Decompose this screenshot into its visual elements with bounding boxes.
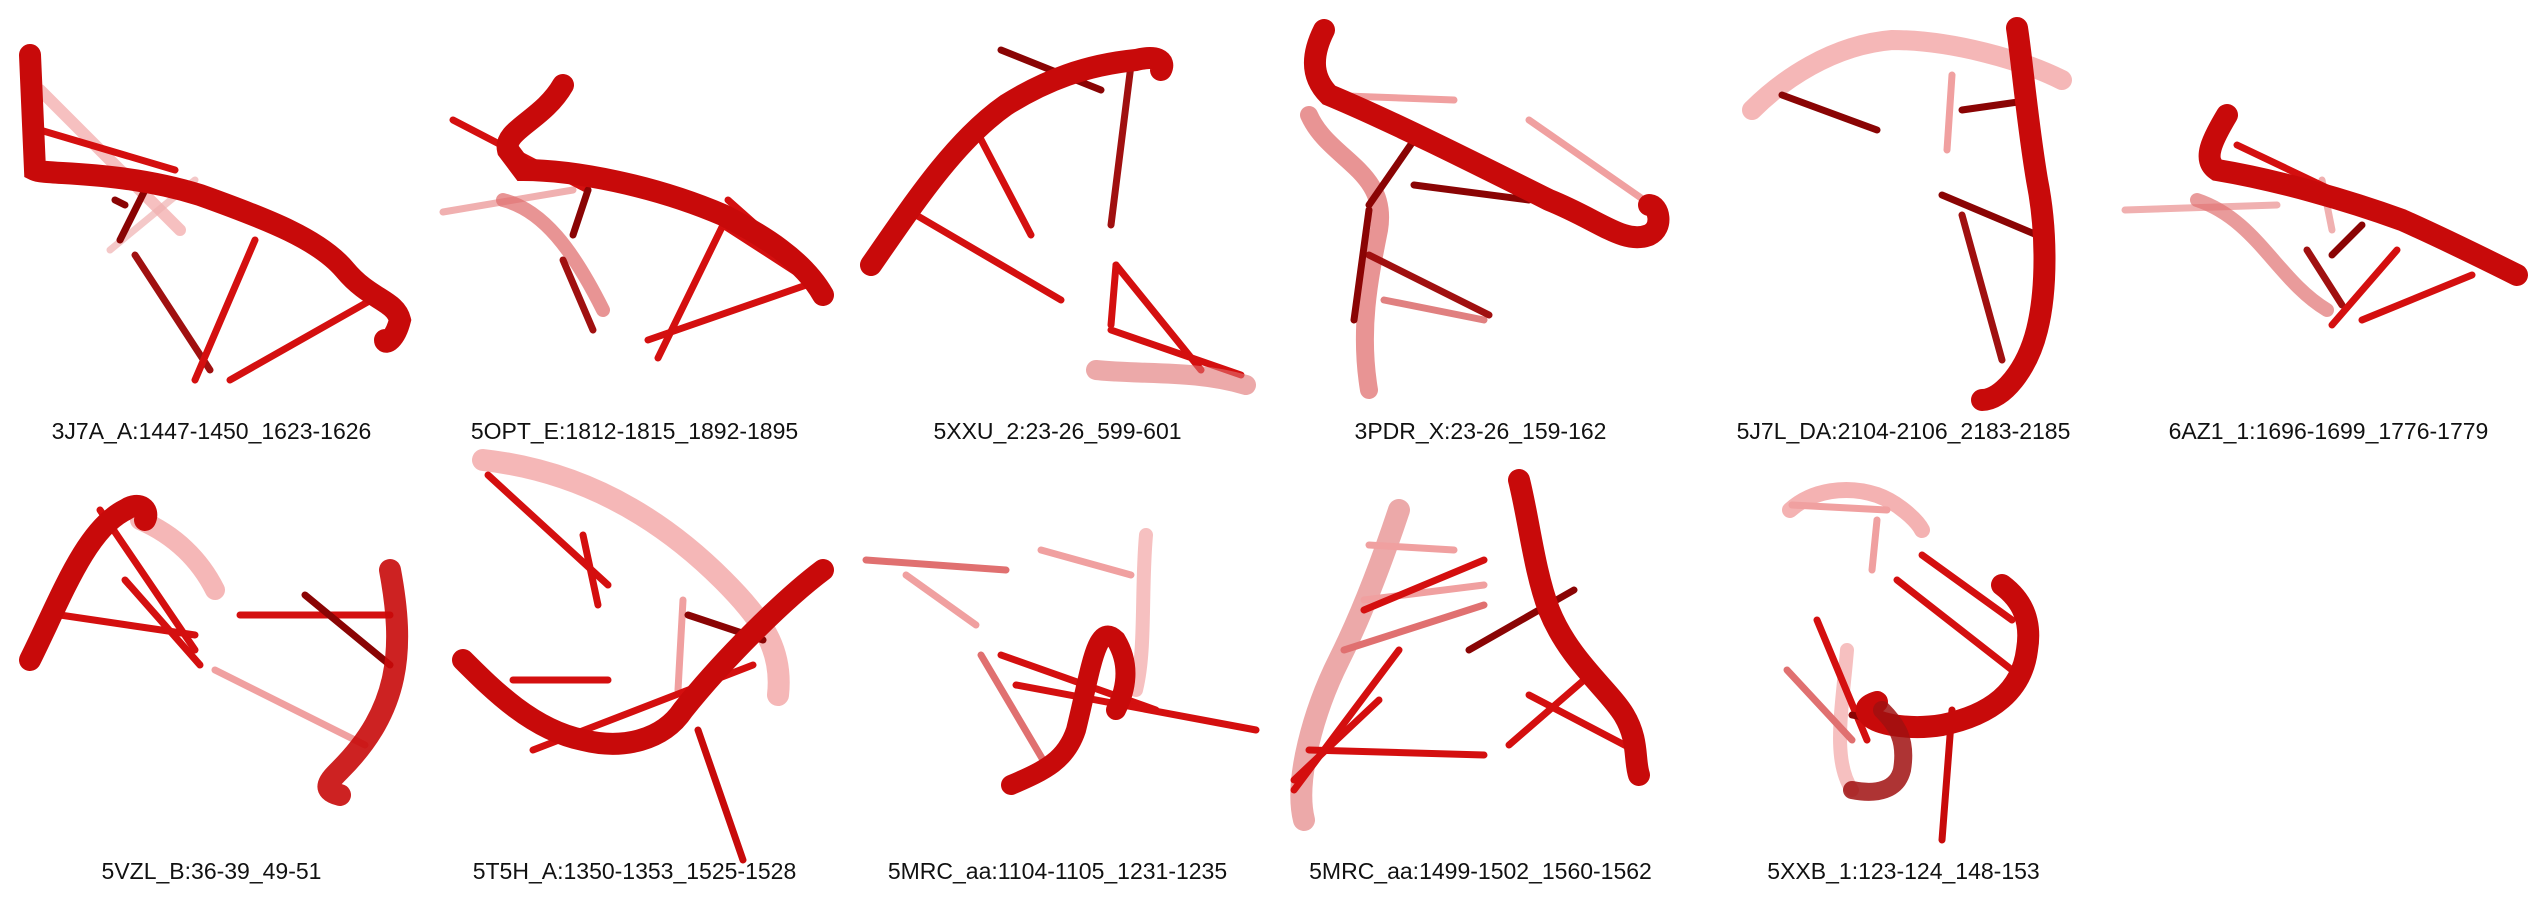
panel-label: 5XXB_1:123-124_148-153 — [1767, 858, 2040, 884]
motif-panel-7: 5VZL_B:36-39_49-51 — [0, 450, 423, 900]
motif-structure-render — [2121, 104, 2528, 329]
motif-panel-6: 6AZ1_1:1696-1699_1776-1779 — [2117, 0, 2540, 450]
motif-structure-render — [19, 494, 409, 806]
motif-structure-render — [19, 44, 412, 384]
motif-panel-11: 5XXB_1:123-124_148-153 — [1692, 450, 2115, 900]
panel-label: 5MRC_aa:1104-1105_1231-1235 — [887, 858, 1228, 884]
panel-label: 6AZ1_1:1696-1699_1776-1779 — [2168, 418, 2489, 444]
motif-structure-render — [1742, 17, 2072, 411]
motif-structure-render — [439, 74, 834, 362]
panel-label: 5T5H_A:1350-1353_1525-1528 — [472, 858, 797, 884]
motif-panel-4: 3PDR_X:23-26_159-162 — [1269, 0, 1692, 450]
panel-label: 5J7L_DA:2104-2106_2183-2185 — [1736, 418, 2071, 444]
motif-panel-5: 5J7L_DA:2104-2106_2183-2185 — [1692, 0, 2115, 450]
motif-panel-2: 5OPT_E:1812-1815_1892-1895 — [423, 0, 846, 450]
motif-panel-3: 5XXU_2:23-26_599-601 — [846, 0, 1269, 450]
motif-structure-render — [860, 46, 1256, 395]
panel-label: 3PDR_X:23-26_159-162 — [1354, 418, 1607, 444]
motif-structure-render — [452, 449, 834, 864]
motif-panel-9: 5MRC_aa:1104-1105_1231-1235 — [846, 450, 1269, 900]
panel-label: 5VZL_B:36-39_49-51 — [101, 858, 322, 884]
panel-label: 5OPT_E:1812-1815_1892-1895 — [470, 418, 799, 444]
motif-panel-8: 5T5H_A:1350-1353_1525-1528 — [423, 449, 846, 900]
motif-structure-render — [1300, 19, 1670, 399]
motif-panel-1: 3J7A_A:1447-1450_1623-1626 — [0, 0, 423, 450]
panel-label: 3J7A_A:1447-1450_1623-1626 — [51, 418, 372, 444]
motif-structure-render — [862, 528, 1260, 795]
motif-panel-10: 5MRC_aa:1499-1502_1560-1562 — [1269, 450, 1692, 900]
motif-structure-render — [1290, 469, 1650, 831]
panel-label: 5XXU_2:23-26_599-601 — [933, 418, 1182, 444]
motif-structure-render — [1782, 482, 2040, 844]
panel-label: 5MRC_aa:1499-1502_1560-1562 — [1309, 858, 1652, 884]
